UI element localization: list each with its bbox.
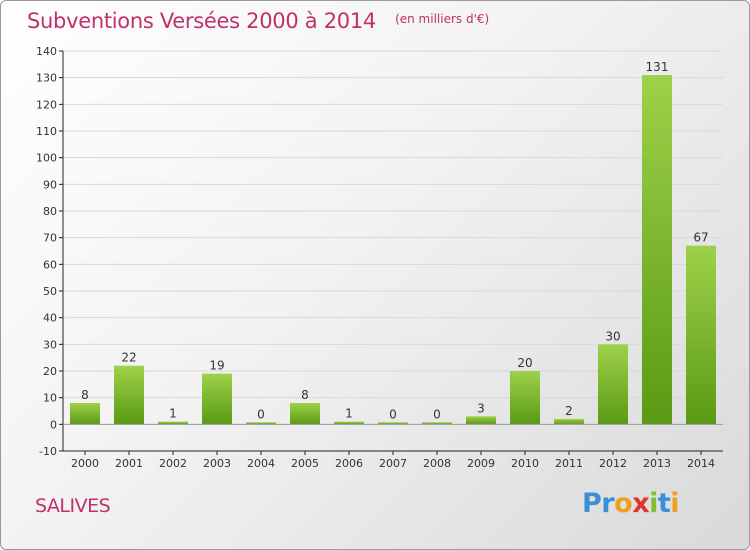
data-label: 22	[121, 351, 136, 365]
data-label: 1	[345, 407, 353, 421]
y-tick-label: 120	[36, 98, 57, 111]
x-tick-label: 2006	[335, 457, 363, 470]
data-label: 0	[257, 407, 265, 421]
x-tick-label: 2005	[291, 457, 319, 470]
bar	[554, 419, 584, 425]
logo-letter: o	[614, 488, 633, 519]
logo-letter: P	[582, 488, 602, 519]
x-tick-label: 2008	[423, 457, 451, 470]
x-tick-label: 2002	[159, 457, 187, 470]
title-block: Subventions Versées 2000 à 2014 (en mill…	[27, 9, 489, 33]
proxiti-logo: Proxiti	[582, 488, 680, 519]
x-tick-label: 2012	[599, 457, 627, 470]
bar	[686, 245, 716, 425]
bar	[642, 75, 672, 425]
data-label: 0	[389, 407, 397, 421]
data-label: 2	[565, 404, 573, 418]
y-tick-label: 110	[36, 125, 57, 138]
logo-letter: i	[649, 488, 658, 519]
data-label: 8	[301, 388, 309, 402]
chart-subtitle: (en milliers d'€)	[395, 12, 490, 26]
x-tick-label: 2009	[467, 457, 495, 470]
y-tick-label: 50	[43, 285, 57, 298]
x-tick-label: 2011	[555, 457, 583, 470]
bar	[378, 422, 408, 425]
bar	[246, 422, 276, 425]
logo-letter: r	[601, 488, 615, 519]
x-tick-label: 2013	[643, 457, 671, 470]
y-tick-label: 140	[36, 45, 57, 58]
commune-name: SALIVES	[35, 495, 111, 517]
x-tick-label: 2010	[511, 457, 539, 470]
bar	[290, 403, 320, 425]
x-tick-label: 2000	[71, 457, 99, 470]
logo-letter: x	[632, 488, 650, 519]
data-label: 131	[646, 60, 669, 74]
y-tick-label: 20	[43, 365, 57, 378]
y-tick-label: 70	[43, 232, 57, 245]
logo-letter: t	[657, 488, 671, 519]
x-tick-label: 2003	[203, 457, 231, 470]
x-tick-label: 2001	[115, 457, 143, 470]
data-labels: 8 22 1 19 0 8 1 0 0 3 20 2 30 131 67	[81, 60, 708, 421]
bar	[510, 371, 540, 425]
bar	[422, 422, 452, 425]
x-tick-label: 2014	[687, 457, 715, 470]
axes: -100102030405060708090100110120130140200…	[36, 45, 723, 470]
x-tick-label: 2007	[379, 457, 407, 470]
y-tick-label: -10	[39, 445, 57, 458]
logo-letter: i	[670, 488, 680, 519]
bar	[202, 373, 232, 425]
y-tick-label: 0	[50, 418, 57, 431]
data-label: 20	[517, 356, 532, 370]
data-label: 0	[433, 407, 441, 421]
data-label: 3	[477, 401, 485, 415]
x-tick-label: 2004	[247, 457, 275, 470]
chart-title: Subventions Versées 2000 à 2014	[27, 9, 376, 33]
y-tick-label: 90	[43, 178, 57, 191]
bar	[70, 403, 100, 425]
y-tick-label: 130	[36, 72, 57, 85]
data-label: 67	[693, 231, 708, 245]
bar	[114, 365, 144, 425]
y-tick-label: 60	[43, 258, 57, 271]
y-tick-label: 40	[43, 312, 57, 325]
y-tick-label: 80	[43, 205, 57, 218]
bar	[334, 421, 364, 425]
data-label: 1	[169, 407, 177, 421]
bar	[598, 344, 628, 425]
y-tick-label: 10	[43, 392, 57, 405]
data-label: 19	[209, 359, 224, 373]
bar	[158, 421, 188, 425]
data-label: 30	[605, 329, 620, 343]
y-tick-label: 30	[43, 338, 57, 351]
y-tick-label: 100	[36, 152, 57, 165]
bars	[70, 75, 716, 425]
data-label: 8	[81, 388, 89, 402]
bar	[466, 416, 496, 425]
